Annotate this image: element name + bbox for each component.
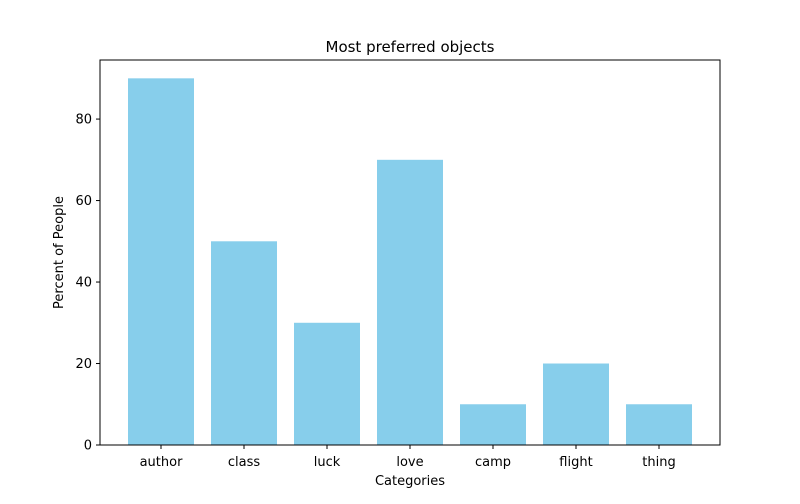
x-axis-label: Categories xyxy=(375,474,445,489)
bar-class xyxy=(211,241,277,445)
x-tick-label: luck xyxy=(314,455,341,470)
chart-title: Most preferred objects xyxy=(326,38,495,56)
bar-camp xyxy=(460,404,526,445)
x-axis-ticks: author class luck love camp flight thing xyxy=(140,445,676,470)
x-tick-label: thing xyxy=(642,455,675,470)
y-tick-label: 40 xyxy=(75,276,92,291)
y-tick-label: 20 xyxy=(75,357,92,372)
bar-flight xyxy=(543,363,609,445)
bar-author xyxy=(128,78,194,445)
y-tick-label: 80 xyxy=(75,113,92,128)
bar-love xyxy=(377,159,443,445)
x-tick-label: author xyxy=(140,455,183,470)
y-axis-ticks: 0 20 40 60 80 xyxy=(75,113,100,454)
x-tick-label: camp xyxy=(475,455,511,470)
y-tick-label: 0 xyxy=(84,439,92,454)
y-axis-label: Percent of People xyxy=(52,196,67,309)
bars-group xyxy=(128,78,692,445)
bar-thing xyxy=(626,404,692,445)
x-tick-label: flight xyxy=(559,455,592,470)
y-tick-label: 60 xyxy=(75,194,92,209)
x-tick-label: love xyxy=(396,455,423,470)
x-tick-label: class xyxy=(228,455,260,470)
bar-luck xyxy=(294,322,360,445)
